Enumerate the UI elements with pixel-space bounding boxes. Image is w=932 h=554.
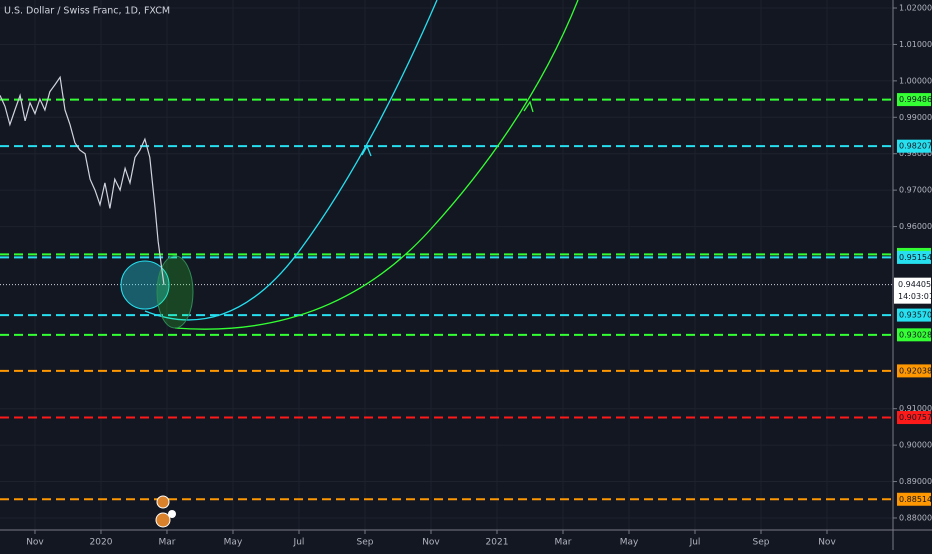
- x-tick-label: 2021: [486, 538, 509, 548]
- x-tick-label: Sep: [357, 538, 374, 548]
- level-label-box: [897, 364, 931, 378]
- y-tick-label: 0.89000: [899, 477, 932, 486]
- green-arrow: [523, 100, 534, 113]
- level-label-box: [897, 250, 931, 264]
- cyan-arrow: [361, 144, 372, 157]
- event-icon[interactable]: [155, 512, 171, 528]
- level-label: 0.92038: [899, 366, 932, 375]
- y-tick-label: 0.98000: [899, 149, 932, 158]
- level-label: 0.88514: [899, 495, 932, 504]
- level-label-box: [897, 93, 931, 107]
- drawings: [120, 0, 579, 528]
- grid: [0, 0, 893, 530]
- y-tick-label: 1.01000: [899, 40, 932, 49]
- level-label-box: [897, 139, 931, 153]
- x-tick-label: Nov: [422, 538, 440, 548]
- y-tick-label: 0.88000: [899, 513, 932, 522]
- level-label: 0.95154: [899, 253, 932, 262]
- y-tick-label: 0.91000: [899, 404, 932, 413]
- level-label-box: [897, 308, 931, 322]
- last-price-box: [894, 277, 931, 304]
- x-tick-label: Nov: [818, 538, 836, 548]
- y-tick-label: 1.00000: [899, 76, 932, 85]
- x-tick-label: Jul: [689, 538, 701, 548]
- price-series: [0, 75, 165, 285]
- level-label-box: [897, 328, 931, 342]
- x-tick-label: Jul: [293, 538, 305, 548]
- y-tick-label: 0.99000: [899, 113, 932, 122]
- x-tick-label: Nov: [26, 538, 44, 548]
- countdown-label: 14:03:01: [898, 292, 932, 301]
- level-label: 0.93028: [899, 330, 932, 339]
- x-tick-label: May: [224, 538, 243, 548]
- axes: 1.02000 1.01000 1.00000 0.99000 0.98000 0.970…: [26, 4, 932, 548]
- levels: [0, 98, 893, 501]
- cyan-curve: [144, 0, 438, 321]
- x-tick-label: Sep: [753, 538, 770, 548]
- level-label: 0.93570: [899, 311, 932, 320]
- y-tick-label: 1.02000: [899, 4, 932, 13]
- x-tick-label: 2020: [90, 538, 113, 548]
- chart-title: U.S. Dollar / Swiss Franc, 1D, FXCM: [4, 6, 170, 17]
- price-axis-panel: [893, 0, 932, 530]
- event-icon[interactable]: [156, 495, 170, 509]
- level-label: 0.90757: [899, 413, 932, 422]
- last-price-label: 0.94405: [898, 280, 931, 289]
- level-label-box: [897, 411, 931, 425]
- x-tick-label: Mar: [555, 538, 572, 548]
- level-label: 0.99486: [899, 95, 932, 104]
- x-tick-label: Mar: [158, 538, 175, 548]
- x-tick-label: May: [620, 538, 639, 548]
- y-tick-label: 0.97000: [899, 186, 932, 195]
- level-label: 0.98207: [899, 142, 932, 151]
- y-tick-label: 0.90000: [899, 441, 932, 450]
- level-label-box: [897, 492, 931, 506]
- event-badge[interactable]: [168, 510, 176, 518]
- green-curve: [174, 0, 579, 330]
- y-tick-label: 0.96000: [899, 222, 932, 231]
- green-ellipse: [156, 255, 194, 329]
- price-line: [0, 75, 165, 285]
